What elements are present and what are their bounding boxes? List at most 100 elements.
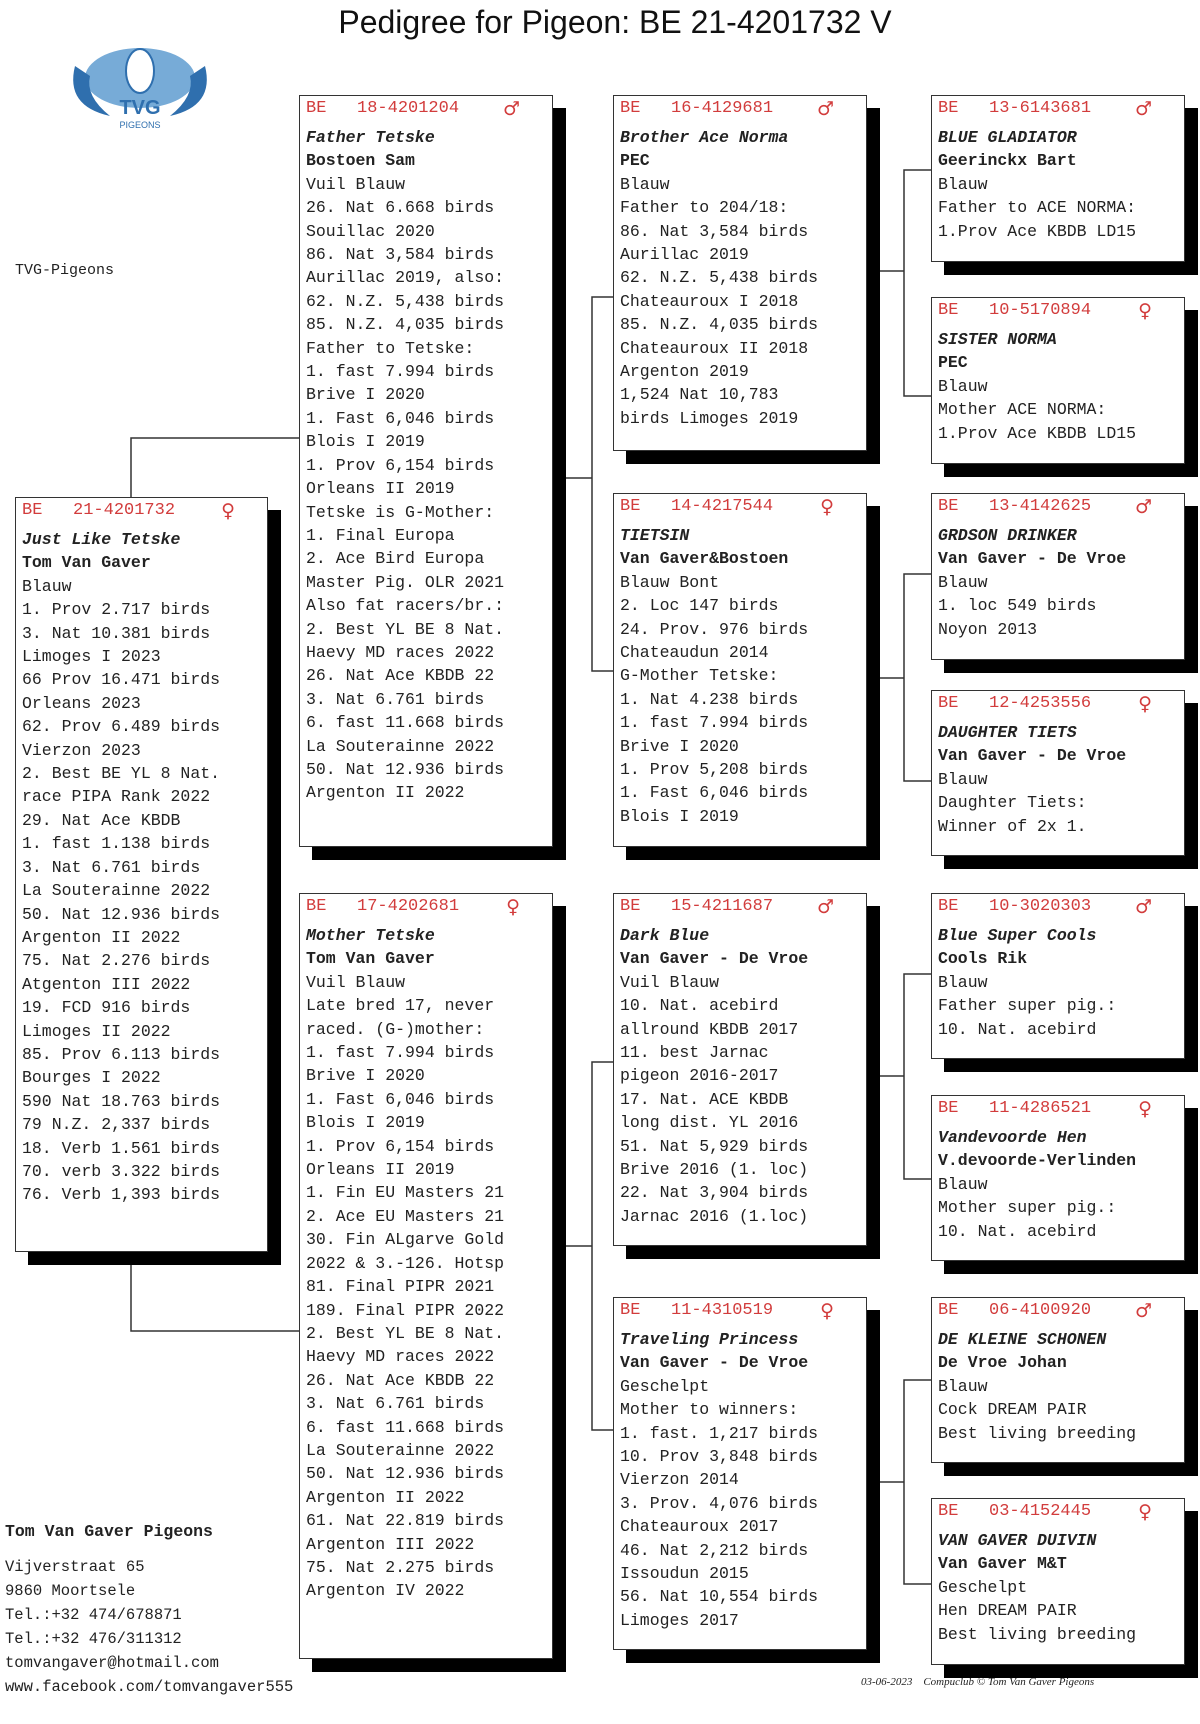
- result-line: Father to ACE NORMA:: [938, 198, 1137, 218]
- pigeon-card-father[interactable]: BE 18-4201204 ♂ Father Tetske Bostoen Sam…: [299, 95, 553, 847]
- pigeon-color: Blauw: [22, 576, 72, 596]
- pigeon-color: Blauw: [938, 1174, 988, 1194]
- result-line: 26. Nat 6.668 birds: [306, 198, 495, 218]
- facebook-link[interactable]: www.facebook.com/tomvangaver555: [5, 1678, 294, 1696]
- ring-number: BE 06-4100920 ♂: [938, 1298, 1178, 1328]
- ring-id: 10-5170894: [989, 301, 1092, 320]
- result-line: 6. fast 11.668 birds: [306, 1417, 505, 1437]
- ring-number: BE 13-6143681 ♂: [938, 96, 1178, 126]
- result-line: 10. Nat. acebird: [938, 1019, 1097, 1039]
- result-line: 2. Loc 147 birds: [620, 596, 779, 616]
- breeder-name: Tom Van Gaver: [306, 949, 435, 969]
- ring-country: BE: [938, 1301, 959, 1320]
- female-symbol-icon: ♀: [506, 896, 520, 918]
- pigeon-card-fm[interactable]: BE 14-4217544 ♀ TIETSIN Van Gaver&Bostoen…: [613, 493, 867, 847]
- ring-id: 11-4310519: [671, 1301, 774, 1320]
- result-line: Brive I 2020: [306, 1066, 425, 1086]
- ring-number: BE 14-4217544 ♀: [620, 494, 860, 524]
- ring-country: BE: [620, 497, 641, 516]
- result-line: 3. Nat 6.761 birds: [306, 689, 485, 709]
- result-line: 50. Nat 12.936 birds: [306, 1464, 505, 1484]
- pigeon-name: GRDSON DRINKER: [938, 526, 1077, 545]
- breeder-name: Cools Rik: [938, 949, 1028, 969]
- result-line: Chateaudun 2014: [620, 643, 769, 663]
- result-line: 1. Prov 6,154 birds: [306, 1136, 495, 1156]
- result-line: Winner of 2x 1.: [938, 816, 1087, 836]
- result-line: 24. Prov. 976 birds: [620, 619, 809, 639]
- pigeon-card-mff[interactable]: BE 10-3020303 ♂ Blue Super Cools Cools Ri…: [931, 893, 1185, 1059]
- pigeon-card-ff[interactable]: BE 16-4129681 ♂ Brother Ace Norma PEC Bla…: [613, 95, 867, 451]
- pigeon-card-subject[interactable]: BE 21-4201732 ♀ Just Like Tetske Tom Van …: [15, 497, 268, 1252]
- result-line: 81. Final PIPR 2021: [306, 1277, 495, 1297]
- result-line: 66 Prov 16.471 birds: [22, 670, 221, 690]
- pigeon-card-mf[interactable]: BE 15-4211687 ♂ Dark Blue Van Gaver - De …: [613, 893, 867, 1246]
- owner-name: Tom Van Gaver Pigeons: [5, 1522, 213, 1541]
- result-line: long dist. YL 2016: [620, 1113, 799, 1133]
- result-line: Orleans II 2019: [306, 479, 455, 499]
- result-line: 1.Prov Ace KBDB LD15: [938, 423, 1137, 443]
- result-line: Brive 2016 (1. loc): [620, 1160, 809, 1180]
- ring-id: 14-4217544: [671, 497, 774, 516]
- ring-country: BE: [620, 99, 641, 118]
- pigeon-card-mmf[interactable]: BE 06-4100920 ♂ DE KLEINE SCHONEN De Vroe…: [931, 1297, 1185, 1463]
- result-line: Argenton II 2022: [22, 927, 181, 947]
- ring-number: BE 21-4201732 ♀: [22, 498, 261, 528]
- result-line: raced. (G-)mother:: [306, 1019, 485, 1039]
- result-line: 11. best Jarnac: [620, 1043, 769, 1063]
- result-line: Issoudun 2015: [620, 1564, 749, 1584]
- ring-country: BE: [306, 897, 327, 916]
- pigeon-card-mmm[interactable]: BE 03-4152445 ♀ VAN GAVER DUIVIN Van Gave…: [931, 1498, 1185, 1665]
- result-line: Vierzon 2014: [620, 1470, 739, 1490]
- breeder-name: Geerinckx Bart: [938, 151, 1077, 171]
- result-line: pigeon 2016-2017: [620, 1066, 779, 1086]
- result-line: Tetske is G-Mother:: [306, 502, 495, 522]
- pigeon-card-ffm[interactable]: BE 10-5170894 ♀ SISTER NORMA PEC Blauw Mot…: [931, 297, 1185, 464]
- pigeon-name: Just Like Tetske: [22, 530, 181, 549]
- address-line: Tel.:+32 476/311312: [5, 1630, 182, 1648]
- breeder-name: De Vroe Johan: [938, 1353, 1067, 1373]
- result-line: Blois I 2019: [306, 1113, 425, 1133]
- ring-id: 11-4286521: [989, 1099, 1092, 1118]
- result-line: 79 N.Z. 2,337 birds: [22, 1115, 211, 1135]
- result-line: Best living breeding: [938, 1624, 1137, 1644]
- pigeon-card-fmf[interactable]: BE 13-4142625 ♂ GRDSON DRINKER Van Gaver …: [931, 493, 1185, 660]
- pigeon-name: Blue Super Cools: [938, 926, 1097, 945]
- breeder-name: Van Gaver M&T: [938, 1554, 1067, 1574]
- result-line: 26. Nat Ace KBDB 22: [306, 1370, 495, 1390]
- result-line: Haevy MD races 2022: [306, 1347, 495, 1367]
- result-line: Chateauroux I 2018: [620, 291, 799, 311]
- pigeon-card-fff[interactable]: BE 13-6143681 ♂ BLUE GLADIATOR Geerinckx …: [931, 95, 1185, 262]
- pigeon-card-mother[interactable]: BE 17-4202681 ♀ Mother Tetske Tom Van Gav…: [299, 893, 553, 1659]
- result-line: Atgenton III 2022: [22, 974, 191, 994]
- pigeon-card-mfm[interactable]: BE 11-4286521 ♀ Vandevoorde Hen V.devoord…: [931, 1095, 1185, 1261]
- ring-number: BE 10-5170894 ♀: [938, 298, 1178, 328]
- ring-country: BE: [938, 897, 959, 916]
- ring-country: BE: [938, 1099, 959, 1118]
- pigeon-name: Brother Ace Norma: [620, 128, 789, 147]
- breeder-name: Van Gaver - De Vroe: [620, 1353, 809, 1373]
- ring-number: BE 03-4152445 ♀: [938, 1499, 1178, 1529]
- email-link[interactable]: tomvangaver@hotmail.com: [5, 1654, 219, 1672]
- pigeon-card-fmm[interactable]: BE 12-4253556 ♀ DAUGHTER TIETS Van Gaver …: [931, 690, 1185, 856]
- female-symbol-icon: ♀: [1138, 1501, 1152, 1523]
- result-line: Orleans 2023: [22, 693, 141, 713]
- breeder-name: PEC: [938, 353, 968, 373]
- pigeon-card-mm[interactable]: BE 11-4310519 ♀ Traveling Princess Van Ga…: [613, 1297, 867, 1650]
- result-line: 590 Nat 18.763 birds: [22, 1091, 221, 1111]
- print-credit: 03-06-2023 Compuclub © Tom Van Gaver Pig…: [861, 1676, 1094, 1688]
- result-line: 75. Nat 2.276 birds: [22, 951, 211, 971]
- pigeon-color: Blauw: [938, 972, 988, 992]
- result-line: 61. Nat 22.819 birds: [306, 1511, 505, 1531]
- result-line: 17. Nat. ACE KBDB: [620, 1089, 789, 1109]
- result-line: 62. Prov 6.489 birds: [22, 717, 221, 737]
- pigeon-color: Vuil Blauw: [620, 972, 720, 992]
- result-line: La Souterainne 2022: [22, 881, 211, 901]
- ring-id: 12-4253556: [989, 694, 1092, 713]
- result-line: 1. fast 1.138 birds: [22, 834, 211, 854]
- result-line: 3. Nat 6.761 birds: [22, 857, 201, 877]
- ring-id: 21-4201732: [73, 501, 176, 520]
- breeder-name: Tom Van Gaver: [22, 553, 151, 573]
- ring-country: BE: [620, 1301, 641, 1320]
- ring-id: 18-4201204: [357, 99, 460, 118]
